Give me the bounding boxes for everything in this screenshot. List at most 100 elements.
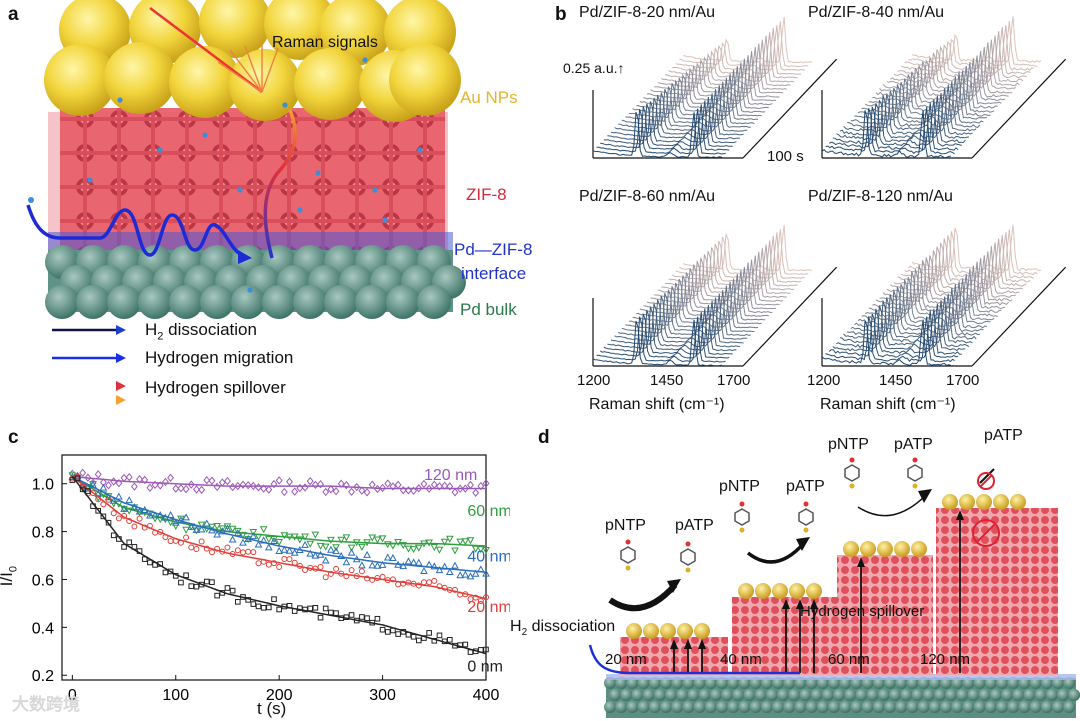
data-point [302, 484, 308, 491]
pd-atom [772, 701, 784, 713]
pd-atom [682, 701, 694, 713]
data-point [127, 540, 132, 545]
data-point [411, 559, 417, 565]
data-point [230, 536, 236, 542]
hydrogen-atom [247, 287, 252, 292]
hydrogen-atom [362, 57, 367, 62]
data-point [266, 537, 272, 543]
raman-signals-label: Raman signals [272, 34, 378, 52]
data-point [168, 512, 174, 518]
spectrum-trace [683, 17, 812, 63]
data-point [240, 481, 246, 488]
pd-atom [732, 689, 744, 701]
data-point [328, 547, 334, 553]
pd-atom [687, 689, 699, 701]
hydrogen-atom [202, 132, 207, 137]
data-point [349, 568, 354, 573]
data-point [111, 511, 116, 516]
data-point [385, 554, 391, 560]
data-point [349, 613, 354, 618]
data-point [240, 540, 246, 546]
y-tick-label: 0.8 [32, 525, 54, 542]
pd-atom [873, 701, 885, 713]
molecule-label-pntp-2: pNTP [719, 478, 760, 496]
pd-atom [169, 285, 203, 319]
au-particle [877, 541, 893, 557]
thickness-20nm: 20 nm [605, 651, 647, 668]
series-label: 0 nm [467, 659, 503, 676]
data-point [359, 544, 365, 550]
data-point [313, 481, 319, 488]
data-point [421, 580, 426, 585]
data-point [178, 540, 183, 545]
x-tick-label: 100 [162, 687, 189, 704]
au-particle [789, 583, 805, 599]
data-point [416, 545, 422, 551]
pd-atom [1030, 701, 1042, 713]
pd-atom [906, 701, 918, 713]
data-point [251, 550, 256, 555]
data-point [266, 562, 271, 567]
legend-hydrogen-migration: Hydrogen migration [145, 348, 293, 368]
data-point [287, 478, 293, 485]
au-particle [772, 583, 788, 599]
data-point [235, 548, 240, 553]
pd-atom [1007, 701, 1019, 713]
data-point [333, 488, 339, 495]
molecule-label-patp-2: pATP [786, 478, 825, 496]
pd-atom [962, 701, 974, 713]
data-point [256, 484, 262, 491]
pd-atom [990, 689, 1002, 701]
pd-atom [743, 689, 755, 701]
pd-atom [766, 689, 778, 701]
pd-atom [1035, 689, 1047, 701]
pd-atom [660, 701, 672, 713]
hydrogen-atom [297, 207, 302, 212]
hydrogen-spillover-label: Hydrogen spillover [800, 603, 924, 620]
data-point [302, 542, 308, 548]
hydrogen-atom [237, 187, 242, 192]
pd-atom [654, 689, 666, 701]
pd-atom [945, 689, 957, 701]
data-point [126, 497, 132, 503]
watermark: 大数跨境 [12, 690, 80, 715]
data-point [437, 633, 442, 638]
pd-atom [878, 689, 890, 701]
data-point [452, 563, 458, 569]
pd-atom [951, 701, 963, 713]
series-label: 120 nm [424, 467, 477, 484]
pd-atom [889, 689, 901, 701]
data-point [329, 610, 334, 615]
pd-atom [794, 701, 806, 713]
data-point [343, 559, 349, 565]
pd-atom [811, 689, 823, 701]
molecule-icon [845, 458, 859, 489]
pd-atom [649, 701, 661, 713]
au-particle [976, 494, 992, 510]
data-point [199, 539, 204, 544]
data-point [395, 481, 401, 488]
data-point [303, 568, 308, 573]
gold-nanoparticle [104, 42, 176, 114]
pd-bulk-label: Pd bulk [460, 300, 517, 320]
data-point [219, 479, 225, 486]
au-particle [1010, 494, 1026, 510]
data-point [225, 478, 231, 485]
data-point [225, 545, 230, 550]
data-point [463, 642, 468, 647]
pd-atom [386, 285, 420, 319]
pd-atom [643, 689, 655, 701]
data-point [457, 539, 463, 545]
au-particle [959, 494, 975, 510]
pd-atom [900, 689, 912, 701]
waterfall-plot [593, 17, 837, 158]
panel-d: d H2 dissociation Hydrogen spillover 20 … [510, 425, 1080, 721]
data-point [380, 574, 385, 579]
data-point [204, 477, 210, 484]
pd-atom [107, 285, 141, 319]
pd-atom [76, 285, 110, 319]
data-point [432, 578, 437, 583]
data-point [427, 580, 432, 585]
data-point [267, 605, 272, 610]
data-point [245, 482, 251, 489]
